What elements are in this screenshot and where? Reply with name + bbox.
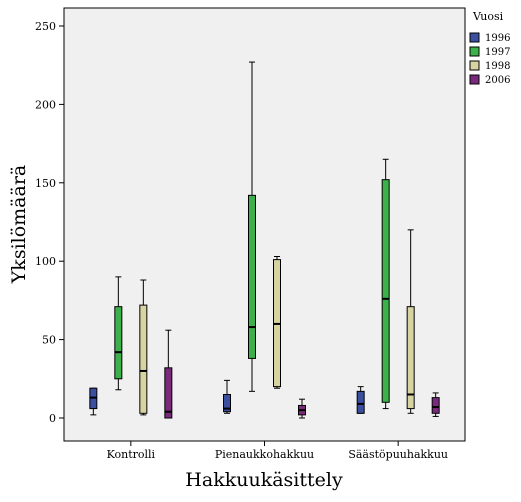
box-1997 <box>248 61 256 392</box>
box-body <box>164 367 173 419</box>
box-1998 <box>139 279 148 416</box>
box-1996 <box>356 386 365 414</box>
legend-title: Vuosi <box>472 10 504 23</box>
legend-swatch <box>469 32 480 43</box>
box-2006 <box>164 329 173 419</box>
legend-label: 1997 <box>485 47 510 58</box>
box-1997 <box>114 276 123 391</box>
box-body <box>406 306 415 410</box>
box-body <box>223 393 231 413</box>
y-tick-label: 0 <box>49 412 56 425</box>
legend-swatch <box>469 46 480 57</box>
legend-label: 1996 <box>485 33 510 44</box>
box-body <box>381 179 390 403</box>
box-1998 <box>406 229 415 414</box>
box-1997 <box>381 158 390 410</box>
legend-label: 2006 <box>485 75 510 86</box>
y-tick-label: 150 <box>35 177 56 190</box>
plot-area <box>63 7 466 442</box>
legend-label: 1998 <box>485 61 510 72</box>
y-axis-title: Yksilömäärä <box>8 165 30 284</box>
box-2006 <box>298 398 306 419</box>
x-axis: Kontrolli Pienaukkohakkuu Säästöpuuhakkuu <box>107 441 448 461</box>
y-tick-label: 50 <box>42 334 56 347</box>
box-2006 <box>431 392 440 417</box>
box-group <box>89 61 440 419</box>
box-body <box>356 390 365 414</box>
x-tick-label: Kontrolli <box>107 448 156 461</box>
box-body <box>248 194 256 359</box>
legend-swatch <box>469 74 480 85</box>
y-tick-label: 100 <box>35 255 56 268</box>
y-axis: 0 50 100 150 200 250 <box>35 20 64 425</box>
box-body <box>431 397 440 414</box>
x-tick-label: Säästöpuuhakkuu <box>348 448 448 461</box>
y-tick-label: 250 <box>35 20 56 33</box>
box-1996 <box>223 379 231 414</box>
box-1998 <box>273 255 281 389</box>
legend-swatch <box>469 60 480 71</box>
x-tick-label: Pienaukkohakkuu <box>215 448 314 461</box>
y-tick-label: 200 <box>35 98 56 111</box>
box-body <box>114 306 123 380</box>
box-1996 <box>89 387 98 416</box>
x-axis-title: Hakkuukäsittely <box>185 469 343 491</box>
box-body <box>139 304 148 414</box>
legend: Vuosi 1996 1997 1998 2006 <box>469 10 510 86</box>
